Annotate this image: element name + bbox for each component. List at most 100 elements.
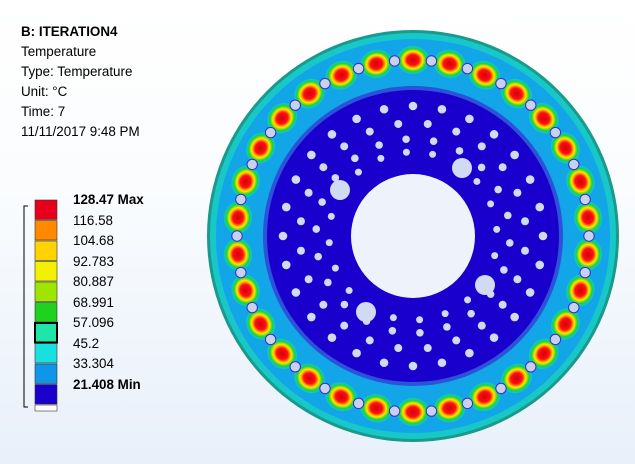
legend-value: 128.47 Max [73, 192, 144, 207]
vent-hole [425, 55, 438, 67]
legend-band [34, 404, 58, 412]
hot-spot [325, 60, 358, 90]
drill-hole [452, 127, 461, 136]
bolt-hole [452, 158, 472, 178]
vent-hole [549, 126, 562, 139]
drill-hole [443, 323, 451, 331]
drill-hole [452, 336, 461, 345]
hot-spot [397, 46, 429, 74]
hot-spot [501, 78, 532, 109]
result-unit: Unit: °C [21, 84, 68, 99]
vent-hole [568, 301, 580, 314]
drill-hole [291, 288, 301, 297]
result-type: Type: Temperature [21, 64, 133, 79]
drill-hole [464, 296, 472, 304]
hot-spot [360, 49, 393, 78]
hot-spot [501, 363, 532, 394]
drill-hole [408, 101, 418, 111]
drill-hole [312, 225, 321, 233]
legend-band[interactable] [34, 220, 58, 241]
legend-value: 33.304 [73, 356, 114, 371]
hot-spot [468, 60, 501, 90]
drill-hole [498, 300, 507, 309]
drill-hole [314, 252, 323, 261]
drill-hole [351, 154, 359, 163]
hot-spot [325, 382, 358, 412]
vent-hole [579, 193, 591, 206]
legend-bands [34, 199, 58, 412]
result-date: 11/11/2017 9:48 PM [21, 124, 140, 139]
vent-hole [425, 405, 438, 417]
color-legend[interactable]: 128.47 Max 116.58 104.68 92.783 80.887 68.991… [0, 0, 200, 464]
legend-band[interactable] [34, 261, 58, 282]
legend-color-bar[interactable] [0, 0, 200, 464]
drill-hole [467, 309, 475, 318]
legend-band[interactable] [34, 199, 58, 220]
drill-hole [441, 310, 449, 318]
hot-spot [397, 398, 429, 426]
drill-hole [489, 333, 499, 342]
drill-hole [429, 137, 438, 146]
drill-hole [304, 188, 313, 197]
legend-bracket [23, 205, 28, 408]
vent-hole [461, 62, 474, 75]
drill-hole [423, 344, 432, 353]
drill-hole [416, 328, 424, 337]
drill-hole [487, 200, 495, 208]
legend-band[interactable] [34, 363, 58, 384]
vent-hole [319, 77, 331, 90]
bolt-hole [356, 302, 376, 322]
drill-hole [455, 147, 464, 155]
hot-spot [223, 238, 252, 271]
legend-band[interactable] [34, 384, 58, 405]
vent-hole [246, 301, 258, 314]
legend-value: 57.096 [73, 315, 114, 330]
drill-hole [513, 275, 522, 284]
drill-hole [331, 174, 340, 182]
legend-value: 68.991 [73, 294, 114, 310]
drill-hole [379, 104, 389, 114]
hot-spot [468, 382, 501, 412]
vent-hole [495, 77, 507, 90]
hot-spot [267, 103, 298, 134]
drill-hole [429, 150, 437, 158]
legend-band[interactable] [34, 281, 58, 302]
legend-band[interactable] [34, 343, 58, 364]
result-title: B: ITERATION4 [21, 24, 118, 39]
drill-hole [379, 358, 389, 368]
vent-hole [246, 158, 258, 171]
vent-hole [495, 382, 507, 395]
drill-hole [278, 231, 288, 241]
vent-hole [352, 62, 365, 75]
vent-hole [568, 158, 580, 171]
legend-value: 80.887 [73, 274, 114, 289]
drill-hole [389, 314, 397, 322]
hot-spot [550, 308, 580, 340]
hot-spot [528, 103, 559, 134]
hot-spot [294, 78, 325, 109]
legend-band[interactable] [34, 322, 58, 344]
drill-hole [296, 246, 305, 255]
drill-hole [375, 141, 383, 149]
drill-hole [493, 225, 501, 233]
drill-hole [494, 185, 502, 194]
drill-hole [489, 130, 499, 139]
drill-hole [365, 127, 374, 136]
hot-spot [223, 201, 252, 234]
drill-hole [510, 150, 519, 160]
legend-value: 45.2 [73, 335, 100, 351]
vent-hole [461, 397, 474, 410]
drill-hole [525, 288, 535, 297]
vent-hole [289, 99, 301, 111]
drill-hole [473, 177, 481, 185]
drill-hole [408, 361, 418, 371]
hot-spot [231, 274, 260, 307]
legend-band[interactable] [34, 240, 58, 261]
drill-hole [281, 260, 291, 270]
vent-hole [525, 361, 537, 373]
drill-hole [352, 348, 361, 358]
hot-spot [433, 49, 466, 78]
disc-body [207, 30, 619, 442]
